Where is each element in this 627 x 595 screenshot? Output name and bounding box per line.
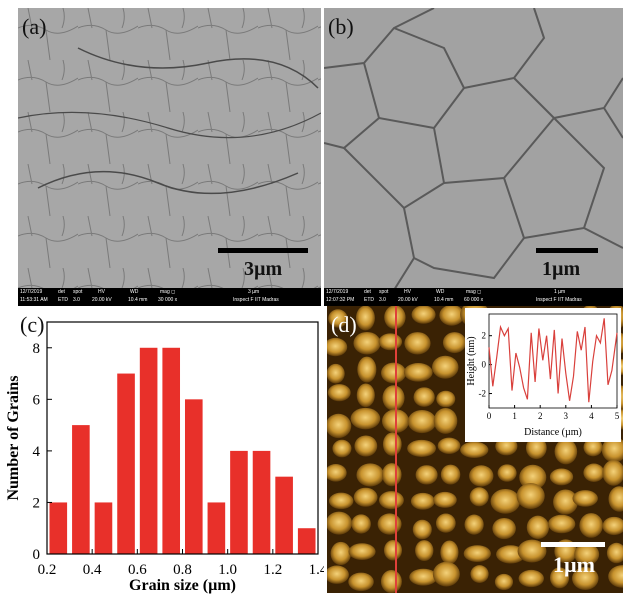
x-tick-label: 0.4 <box>83 562 102 578</box>
histogram-bar <box>252 450 271 554</box>
inset-x-label: Distance (µm) <box>524 427 582 438</box>
histogram-bar <box>297 528 316 554</box>
inset-y-tick: 2 <box>482 331 487 341</box>
inset-y-tick: -2 <box>479 389 487 399</box>
histogram-bar <box>139 347 158 554</box>
panel-label-b: (b) <box>328 14 354 39</box>
x-tick-label: 0.6 <box>128 562 147 578</box>
inset-x-tick: 0 <box>487 411 492 421</box>
histogram-bar <box>117 373 135 554</box>
histogram-bar <box>72 425 90 554</box>
x-tick-label: 1.2 <box>263 562 282 578</box>
sem-panel-b: (b) 1µm 12/7/2019 det spot HV WD mag ◻ 1… <box>324 8 623 306</box>
histogram-bar <box>49 502 68 554</box>
scale-bar-b <box>536 248 598 253</box>
y-tick-label: 4 <box>33 444 41 460</box>
scale-label-b: 1µm <box>542 258 581 280</box>
x-tick-label: 0.2 <box>38 562 57 578</box>
grain-size-histogram: 0.2 0.4 0.6 0.8 1.0 1.2 1.4 0 2 4 6 8 Grain size (µm… <box>5 321 324 594</box>
x-tick-label: 1.0 <box>218 562 237 578</box>
inset-x-tick: 5 <box>615 411 620 421</box>
histogram-bar <box>275 476 293 554</box>
panel-label-a: (a) <box>22 14 47 39</box>
x-tick-label: 1.4 <box>309 562 324 578</box>
y-tick-label: 8 <box>33 341 41 357</box>
panel-label-c: (c) <box>20 312 45 337</box>
scale-bar-a <box>218 248 308 253</box>
inset-x-tick: 3 <box>564 411 569 421</box>
sem-texture-a <box>18 8 321 306</box>
inset-y-tick: 0 <box>482 360 487 370</box>
scale-label-d: 1µm <box>553 552 596 577</box>
inset-x-tick: 1 <box>512 411 517 421</box>
y-tick-label: 6 <box>33 392 41 408</box>
histogram-bar <box>230 450 248 554</box>
sem-panel-a: (a) 3µm 12/7/2019 det spot HV WD mag ◻ 3… <box>18 8 321 306</box>
y-tick-label: 0 <box>33 547 41 563</box>
inset-x-tick: 2 <box>538 411 543 421</box>
inset-x-tick: 4 <box>589 411 594 421</box>
x-axis-label: Grain size (µm) <box>129 577 236 594</box>
sem-info-bar-a: 12/7/2019 det spot HV WD mag ◻ 3 µm 11:5… <box>18 288 321 306</box>
panel-label-d: (d) <box>331 312 357 337</box>
histogram-bar <box>207 502 226 554</box>
afm-panel-d: (d) 1µm 0 1 2 3 4 5 -2 0 2 Distance (µm) Height (n… <box>327 306 623 593</box>
height-profile-line <box>488 318 618 403</box>
scale-bar-d <box>541 542 605 547</box>
histogram-bar <box>184 399 203 554</box>
afm-height-inset: 0 1 2 3 4 5 -2 0 2 Distance (µm) Height (nm) <box>465 308 621 442</box>
y-axis-label: Number of Grains <box>5 375 22 500</box>
histogram-panel-c: 0.2 0.4 0.6 0.8 1.0 1.2 1.4 0 2 4 6 8 Grain size (µm… <box>0 308 324 595</box>
sem-info-bar-b: 12/7/2019 det spot HV WD mag ◻ 1 µm 12:0… <box>324 288 623 306</box>
histogram-bar <box>162 347 181 554</box>
x-tick-label: 0.8 <box>173 562 192 578</box>
y-tick-label: 2 <box>33 495 41 511</box>
scale-label-a: 3µm <box>244 258 283 280</box>
sem-texture-b <box>324 8 623 306</box>
inset-y-label: Height (nm) <box>466 336 477 385</box>
histogram-bar <box>94 502 113 554</box>
